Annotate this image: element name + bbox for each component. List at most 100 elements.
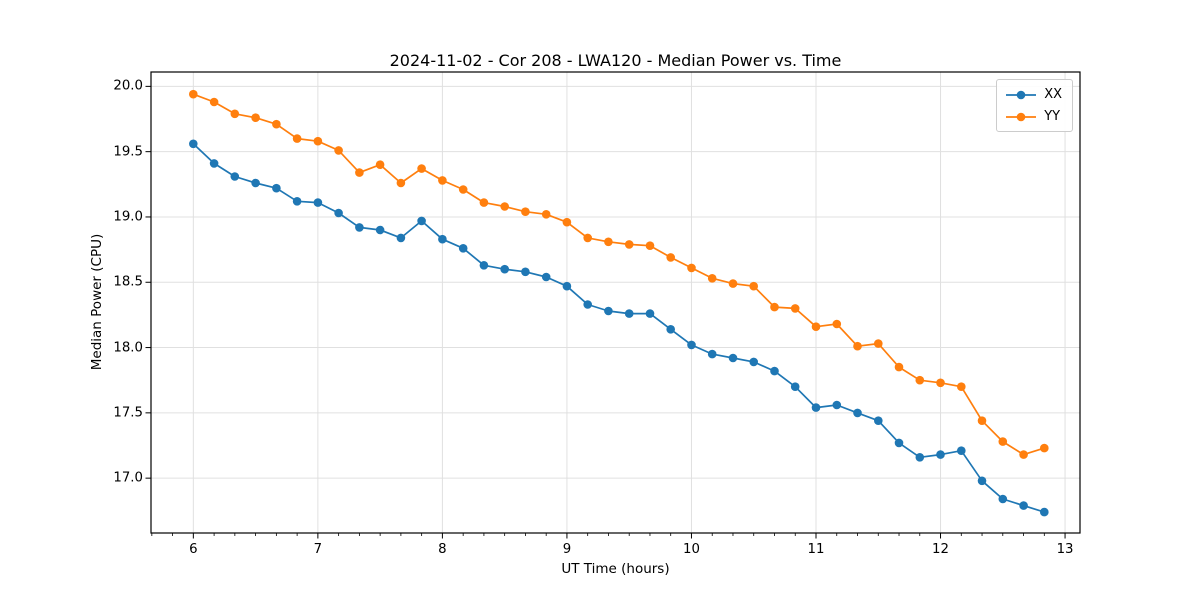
series-yy-marker [915, 375, 925, 385]
series-yy-marker [770, 302, 779, 312]
series-yy-marker [479, 198, 489, 207]
series-yy-marker [230, 109, 240, 119]
series-xx-marker [521, 267, 530, 277]
series-xx-marker [894, 438, 904, 448]
x-tick-label: 12 [932, 542, 949, 557]
series-xx-marker [874, 416, 883, 426]
series-xx-marker [292, 197, 302, 206]
series-xx-marker [479, 261, 489, 270]
x-tick-label: 13 [1056, 542, 1074, 557]
series-xx-marker [998, 494, 1008, 504]
series-xx-marker [687, 340, 696, 350]
series-xx-marker [1019, 501, 1028, 510]
series-xx-marker [458, 244, 468, 253]
series-yy-marker [500, 202, 510, 211]
y-tick-label: 19.5 [113, 144, 143, 160]
series-xx-marker [645, 309, 655, 318]
series-xx-marker [230, 172, 240, 181]
series-yy-marker [458, 185, 468, 194]
x-tick-label: 10 [682, 542, 700, 557]
series-xx-marker [313, 198, 323, 207]
y-tick-label: 18.5 [113, 274, 143, 290]
series-yy-marker [666, 253, 675, 262]
series-yy-marker [853, 341, 862, 351]
plot-area [150, 71, 1081, 534]
series-yy-marker [728, 279, 738, 288]
series-yy-marker [977, 416, 987, 426]
series-xx-marker [209, 159, 219, 168]
series-xx-marker [624, 309, 634, 318]
series-xx-marker [811, 403, 821, 412]
series-yy-marker [375, 160, 385, 169]
series-yy-marker [541, 210, 551, 219]
x-tick-label: 8 [438, 542, 447, 557]
legend-label-xx: XX [1044, 87, 1062, 102]
series-yy-line [192, 93, 1046, 456]
series-xx-marker [1040, 507, 1049, 517]
series-yy-marker [811, 322, 821, 332]
series-xx-marker [251, 178, 260, 188]
y-tick-label: 18.0 [113, 340, 143, 356]
y-tick-label: 20.0 [113, 78, 143, 94]
series-xx-marker [562, 281, 572, 291]
series-xx-marker [438, 234, 447, 244]
series-yy-marker [604, 237, 613, 247]
series-yy-marker [1040, 443, 1049, 453]
series-xx-marker [936, 450, 945, 459]
series-yy-marker [957, 382, 966, 392]
series-xx-marker [583, 300, 592, 309]
y-tick-label: 19.0 [113, 209, 143, 225]
x-tick-label: 6 [189, 542, 198, 557]
x-tick-label: 11 [807, 542, 825, 557]
series-xx-marker [666, 325, 675, 334]
series-yy-marker [562, 217, 572, 227]
legend-item-xx: XX [1006, 85, 1062, 104]
y-tick-label: 17.5 [113, 405, 143, 421]
series-yy-marker [790, 304, 800, 313]
series-xx-marker [832, 400, 842, 410]
series-xx-marker [375, 225, 385, 235]
series-yy-marker [209, 97, 219, 107]
legend: XX YY [996, 79, 1073, 132]
chart-title: 2024-11-02 - Cor 208 - LWA120 - Median P… [389, 51, 842, 70]
series-xx-marker [790, 382, 800, 392]
legend-swatch-yy-icon [1006, 112, 1037, 121]
series-yy-marker [687, 263, 696, 273]
legend-item-yy: YY [1006, 107, 1062, 126]
series-yy-marker [417, 164, 426, 173]
legend-label-yy: YY [1044, 109, 1061, 124]
series-xx-marker [500, 264, 510, 274]
series-yy-marker [251, 113, 260, 122]
series-yy-marker [707, 274, 717, 283]
series-yy-marker [645, 241, 655, 250]
series-xx-marker [604, 306, 613, 316]
series-xx-marker [189, 139, 198, 149]
series-yy-marker [874, 339, 883, 348]
series-xx-marker [541, 272, 551, 282]
series-yy-marker [583, 233, 592, 243]
series-yy-marker [624, 240, 634, 249]
series-xx-marker [396, 233, 406, 243]
series-yy-marker [521, 207, 530, 216]
series-yy-marker [396, 178, 406, 188]
series-yy-marker [334, 146, 343, 155]
legend-swatch-xx-icon [1006, 90, 1037, 99]
series-xx-marker [417, 216, 426, 226]
series-xx-marker [749, 357, 758, 367]
series-xx-marker [957, 446, 966, 456]
y-tick-label: 17.0 [113, 470, 143, 486]
series-xx-marker [977, 476, 987, 486]
series-yy-marker [936, 378, 945, 388]
series-yy-marker [832, 319, 842, 329]
series-yy-marker [272, 119, 281, 129]
series-yy-marker [894, 362, 904, 372]
series-yy-marker [998, 437, 1008, 446]
series-yy-marker [355, 168, 364, 177]
series-xx-marker [728, 353, 738, 363]
series-xx-marker [770, 366, 779, 376]
series-yy-marker [1019, 450, 1028, 459]
series-yy-marker [292, 134, 302, 143]
x-axis-label: UT Time (hours) [561, 561, 670, 577]
series-xx-marker [272, 183, 281, 193]
